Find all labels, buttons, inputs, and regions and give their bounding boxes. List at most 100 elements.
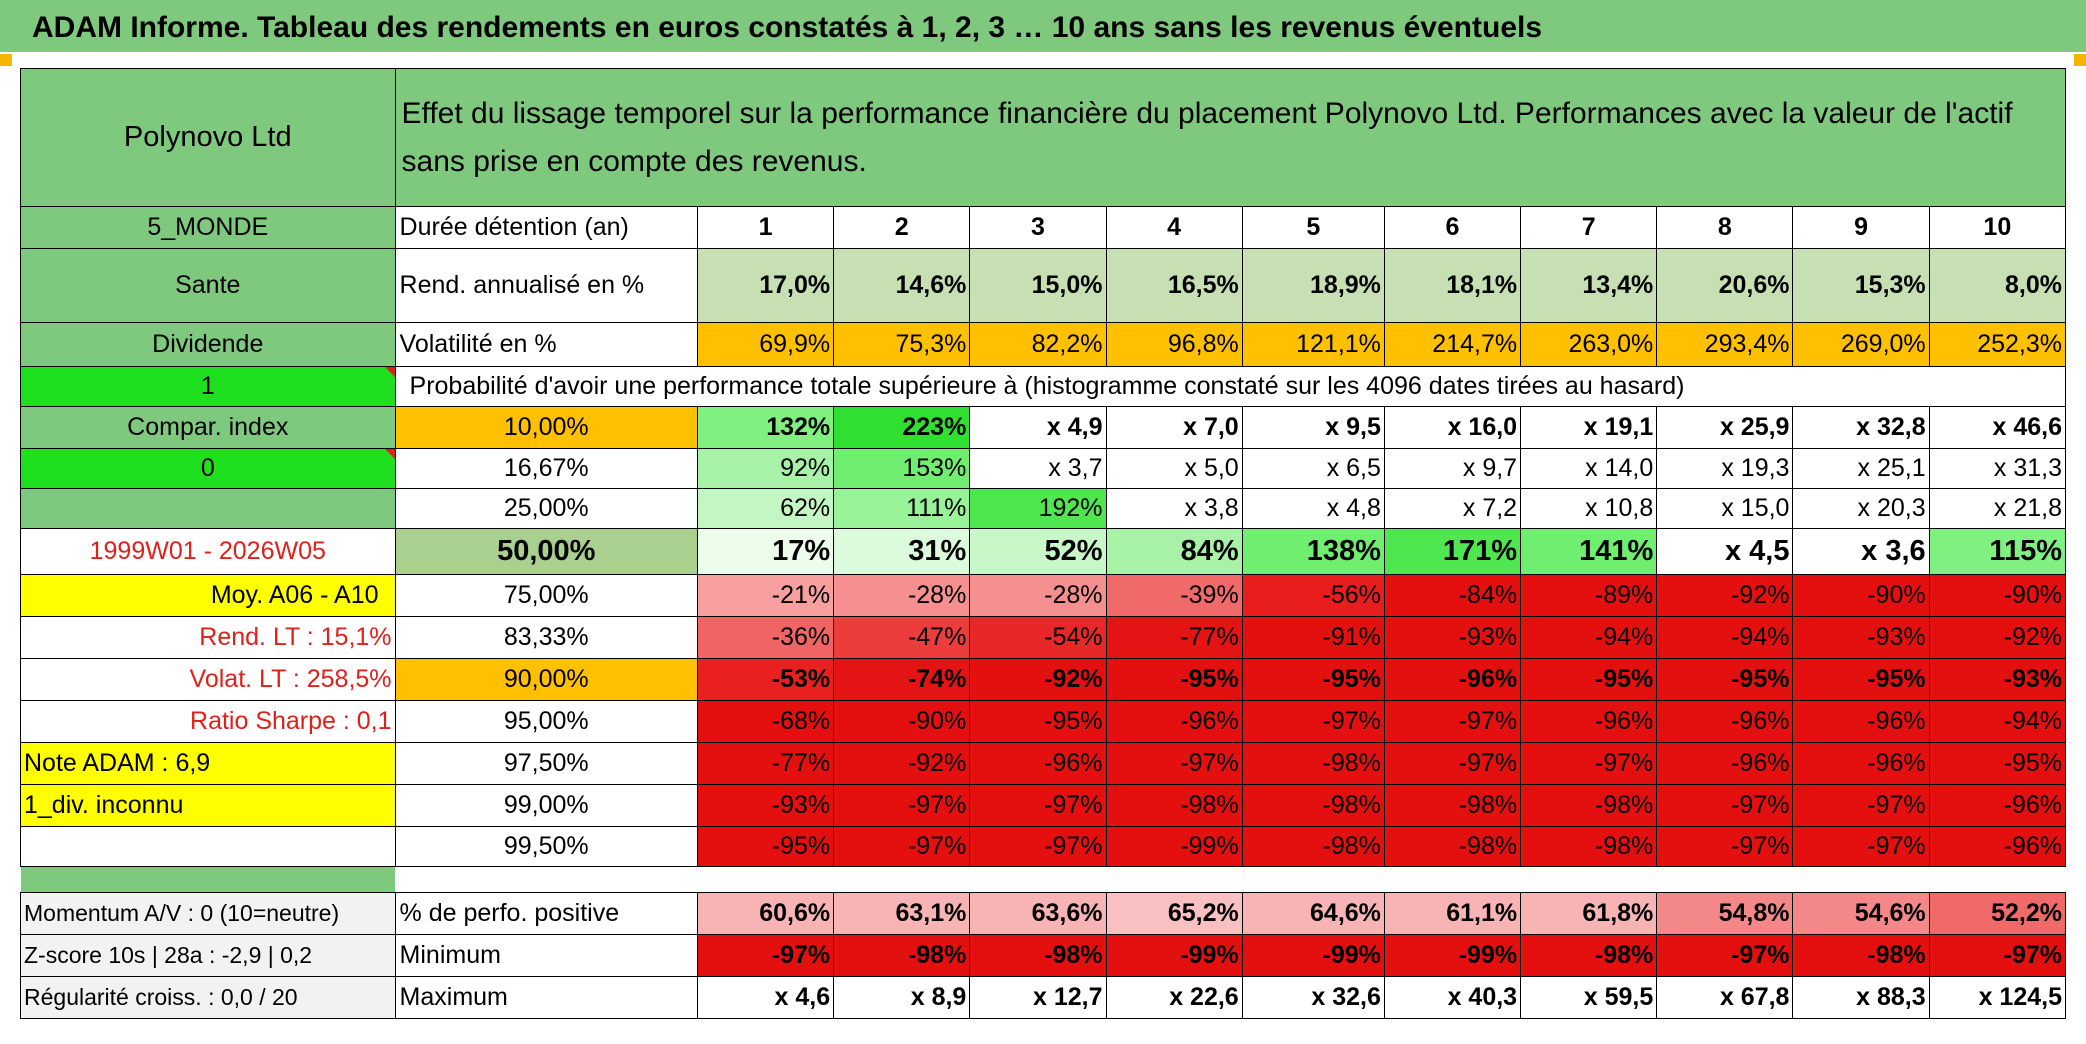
quantile-value: 132% [696, 406, 835, 449]
threshold-percent: 25,00% [394, 488, 698, 529]
min-value: -99% [1105, 934, 1243, 977]
rend-value: 8,0% [1928, 248, 2067, 323]
quantile-value: -98% [1241, 784, 1385, 827]
corner-marker [2074, 54, 2086, 66]
quantile-value: -95% [1241, 658, 1385, 701]
vol-value: 293,4% [1656, 322, 1794, 367]
pos-value: 61,8% [1520, 892, 1658, 935]
quantile-value: -21% [696, 574, 835, 617]
quantile-value: -94% [1656, 616, 1794, 659]
quantile-value: -98% [1241, 826, 1385, 867]
rend-row: Sante Rend. annualisé en % 17,0% 14,6% 1… [20, 248, 2067, 323]
quantile-value: -54% [969, 616, 1107, 659]
quantile-value: -97% [969, 784, 1107, 827]
quantile-value: x 15,0 [1656, 488, 1794, 529]
side-zero: 0 [20, 448, 396, 489]
vol-value: 75,3% [833, 322, 971, 367]
quantile-value: -99% [1105, 826, 1243, 867]
min-value: -99% [1241, 934, 1385, 977]
rend-value: 17,0% [696, 248, 835, 323]
quantile-row: 1999W01 - 2026W05 50,00% 17% 31% 52% 84% 138% 1… [20, 528, 2067, 575]
year-header: 5 [1241, 206, 1385, 249]
quantile-value: -92% [969, 658, 1107, 701]
side-regularite: Régularité croiss. : 0,0 / 20 [20, 976, 396, 1019]
quantile-value: -94% [1928, 700, 2067, 743]
prob-label: Probabilité d'avoir une performance tota… [394, 366, 1930, 407]
quantile-value: -84% [1383, 574, 1522, 617]
empty-cell [1929, 366, 2067, 407]
quantile-row: 0 16,67% 92% 153% x 3,7 x 5,0 x 6,5 x 9,7 x 14,0… [20, 448, 2067, 489]
quantile-value: -96% [969, 742, 1107, 785]
vol-value: 96,8% [1105, 322, 1243, 367]
quantile-value: -98% [1383, 826, 1522, 867]
quantile-row: Compar. index 10,00% 132% 223% x 4,9 x 7,0 x 9… [20, 406, 2067, 449]
report-title: ADAM Informe. Tableau des rendements en … [0, 0, 2086, 52]
quantile-value: -93% [1792, 616, 1930, 659]
quantile-value: -95% [1656, 658, 1794, 701]
quantile-value: -95% [969, 700, 1107, 743]
quantile-value: -39% [1105, 574, 1243, 617]
quantile-value: -53% [696, 658, 835, 701]
zone-label: 5_MONDE [20, 206, 396, 249]
quantile-row: Moy. A06 - A10 75,00% -21% -28% -28% -39% -56%… [20, 574, 2067, 617]
max-value: x 4,6 [696, 976, 835, 1019]
quantile-value: -96% [1792, 700, 1930, 743]
year-header: 6 [1383, 206, 1522, 249]
quantile-value: 192% [969, 488, 1107, 529]
quantile-value: -97% [1520, 742, 1658, 785]
quantile-value: 84% [1105, 528, 1243, 575]
quantile-value: -28% [969, 574, 1107, 617]
quantile-value: x 19,3 [1656, 448, 1794, 489]
quantile-value: -97% [833, 826, 971, 867]
min-value: -97% [1928, 934, 2067, 977]
rend-label: Rend. annualisé en % [394, 248, 698, 323]
one-flag: 1 [20, 366, 396, 407]
type-label: Dividende [20, 322, 396, 367]
quantile-value: x 25,9 [1656, 406, 1794, 449]
vol-value: 263,0% [1520, 322, 1658, 367]
quantile-value: -77% [1105, 616, 1243, 659]
min-value: -97% [696, 934, 835, 977]
side-note: Note ADAM : 6,9 [20, 742, 396, 785]
year-header: 7 [1520, 206, 1658, 249]
quantile-value: 62% [696, 488, 835, 529]
vol-value: 121,1% [1241, 322, 1385, 367]
quantile-value: x 19,1 [1520, 406, 1658, 449]
quantile-value: x 3,7 [969, 448, 1107, 489]
rend-value: 15,3% [1792, 248, 1930, 323]
quantile-value: -97% [1656, 826, 1794, 867]
side-momentum: Momentum A/V : 0 (10=neutre) [20, 892, 396, 935]
quantile-value: -98% [1105, 784, 1243, 827]
quantile-row: Note ADAM : 6,9 97,50% -77% -92% -96% -97% -98… [20, 742, 2067, 785]
year-header: 3 [969, 206, 1107, 249]
spacer-cell [395, 867, 2065, 893]
quantile-value: -95% [1520, 658, 1658, 701]
threshold-percent: 99,00% [394, 784, 698, 827]
quantile-value: -36% [696, 616, 835, 659]
min-label: Minimum [394, 934, 698, 977]
quantile-value: x 3,8 [1105, 488, 1243, 529]
quantile-value: -97% [1105, 742, 1243, 785]
quantile-value: 138% [1241, 528, 1385, 575]
quantile-value: -89% [1520, 574, 1658, 617]
side-moy: Moy. A06 - A10 [20, 574, 396, 617]
quantile-value: -92% [833, 742, 971, 785]
quantile-value: -98% [1520, 784, 1658, 827]
quantile-value: -97% [1383, 742, 1522, 785]
quantile-value: 153% [833, 448, 971, 489]
vol-row: Dividende Volatilité en % 69,9% 75,3% 82… [20, 322, 2067, 367]
corner-marker [0, 54, 12, 66]
min-value: -98% [1520, 934, 1658, 977]
rend-value: 20,6% [1656, 248, 1794, 323]
quantile-value: x 3,6 [1792, 528, 1930, 575]
quantile-value: -95% [1792, 658, 1930, 701]
side-zscore: Z-score 10s | 28a : -2,9 | 0,2 [20, 934, 396, 977]
quantile-value: -96% [1656, 700, 1794, 743]
side-period: 1999W01 - 2026W05 [20, 528, 396, 575]
year-header: 10 [1928, 206, 2067, 249]
min-value: -98% [969, 934, 1107, 977]
quantile-value: -98% [1520, 826, 1658, 867]
quantile-value: x 46,6 [1928, 406, 2067, 449]
year-header: 9 [1792, 206, 1930, 249]
quantile-value: x 32,8 [1792, 406, 1930, 449]
